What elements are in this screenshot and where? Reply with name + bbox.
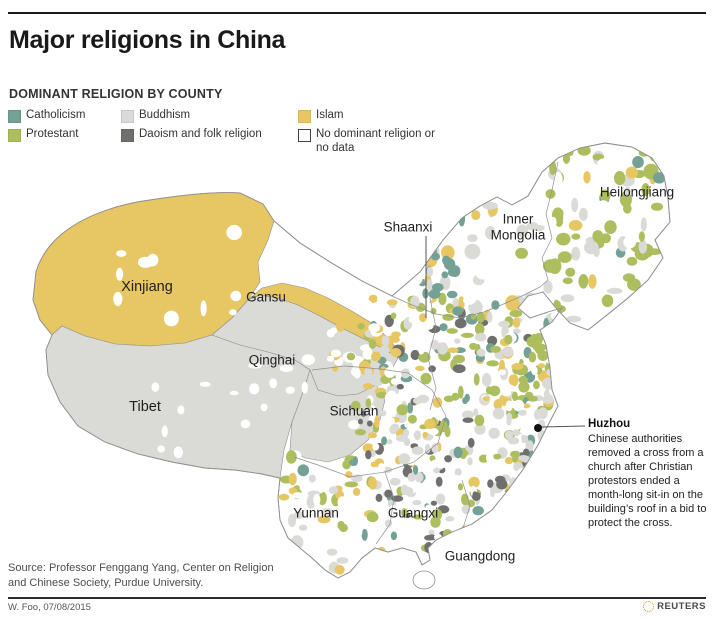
huzhou-annotation: Huzhou Chinese authorities removed a cro… <box>588 418 714 531</box>
legend-swatch-buddhism <box>121 110 134 123</box>
legend-swatch-no-data <box>298 129 311 142</box>
province-region-fills <box>33 192 399 479</box>
legend-swatch-catholicism <box>8 110 21 123</box>
reuters-orb-icon <box>643 601 655 612</box>
reuters-logo: REUTERS <box>643 601 706 612</box>
legend-item-protestant: Protestant <box>8 128 78 142</box>
legend-item-buddhism: Buddhism <box>121 109 190 123</box>
legend-label: Daoism and folk religion <box>139 128 262 140</box>
province-label-guangxi: Guangxi <box>387 505 439 521</box>
source-line2: and Chinese Society, Purdue University. <box>8 576 204 589</box>
top-rule <box>8 12 706 14</box>
huzhou-annotation-title: Huzhou <box>588 418 631 430</box>
legend-item-catholicism: Catholicism <box>8 109 85 123</box>
reuters-wordmark: REUTERS <box>657 601 706 612</box>
province-label-gansu: Gansu <box>246 289 286 305</box>
source-line1: Source: Professor Fenggang Yang, Center … <box>8 562 274 574</box>
legend-item-islam: Islam <box>298 109 343 123</box>
province-label-xinjiang: Xinjiang <box>121 279 173 295</box>
legend-item-no-data: No dominant religion or no data <box>298 128 438 156</box>
legend-swatch-daoism <box>121 129 134 142</box>
page-title: Major religions in China <box>9 26 286 54</box>
huzhou-marker-dot <box>534 424 542 432</box>
source-note: Source: Professor Fenggang Yang, Center … <box>8 561 274 590</box>
legend-swatch-protestant <box>8 129 21 142</box>
huzhou-pointer-line <box>541 425 586 428</box>
legend-label: Protestant <box>26 128 79 140</box>
province-label-shaanxi: Shaanxi <box>383 219 433 235</box>
legend-label: Catholicism <box>26 109 86 121</box>
coastline <box>32 142 671 579</box>
hainan-island <box>412 570 436 590</box>
huzhou-annotation-body: Chinese authorities removed a cross from… <box>588 433 707 530</box>
province-label-heilongjiang: Heilongjiang <box>599 184 675 200</box>
province-borders <box>293 161 559 545</box>
province-label-guangdong: Guangdong <box>444 548 516 564</box>
legend-label: Islam <box>316 109 344 121</box>
footer-rule <box>8 597 706 599</box>
legend-swatch-islam <box>298 110 311 123</box>
legend-label: Buddhism <box>139 109 191 121</box>
province-label-inner-mongolia: Inner Mongolia <box>490 211 546 242</box>
province-label-qinghai: Qinghai <box>248 352 296 368</box>
province-label-yunnan: Yunnan <box>293 505 339 521</box>
legend-title: DOMINANT RELIGION BY COUNTY <box>9 87 223 101</box>
province-label-tibet: Tibet <box>129 399 161 415</box>
byline: W. Foo, 07/08/2015 <box>8 602 91 613</box>
legend-item-daoism: Daoism and folk religion <box>121 128 262 142</box>
province-label-sichuan: Sichuan <box>329 403 379 419</box>
legend-label: No dominant religion or no data <box>316 128 435 154</box>
